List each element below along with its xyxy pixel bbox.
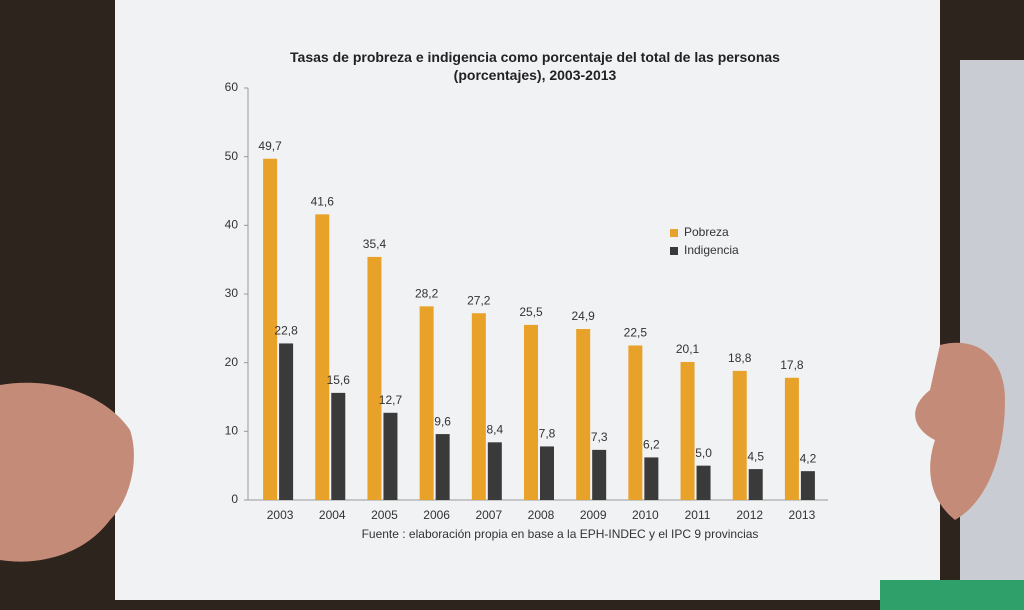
bar [435, 434, 450, 500]
y-tick-label: 10 [225, 424, 239, 438]
value-label: 7,3 [591, 430, 608, 444]
value-label: 49,7 [258, 139, 282, 153]
value-label: 41,6 [311, 195, 335, 209]
x-tick-label: 2012 [736, 508, 763, 522]
value-label: 5,0 [695, 446, 712, 460]
bar [263, 158, 278, 500]
bar [524, 324, 538, 500]
y-tick-label: 50 [225, 149, 239, 163]
bar [644, 457, 659, 500]
value-label: 15,6 [327, 373, 351, 387]
value-label: 35,4 [363, 237, 387, 251]
y-tick-label: 20 [225, 355, 239, 369]
bar [419, 306, 434, 500]
bar [279, 343, 294, 500]
value-label: 25,5 [519, 305, 543, 319]
value-label: 9,6 [434, 414, 451, 428]
y-tick-label: 30 [225, 286, 239, 300]
value-label: 22,5 [624, 326, 648, 340]
value-label: 18,8 [728, 351, 752, 365]
value-label: 28,2 [415, 287, 439, 301]
bar [540, 446, 554, 500]
bar [592, 449, 607, 500]
bar [800, 471, 815, 500]
bar [680, 361, 695, 500]
x-tick-label: 2004 [319, 508, 346, 522]
source-note: Fuente : elaboración propia en base a la… [361, 527, 759, 541]
value-label: 22,8 [274, 324, 298, 338]
legend-label: Indigencia [684, 243, 739, 257]
bar [471, 313, 486, 500]
bar [732, 370, 747, 500]
bar [784, 377, 799, 500]
x-tick-label: 2009 [580, 508, 607, 522]
legend-swatch [670, 229, 678, 237]
bar [628, 345, 643, 500]
legend-swatch [670, 247, 678, 255]
bar [383, 412, 398, 500]
bar [367, 256, 382, 500]
value-label: 20,1 [676, 342, 700, 356]
x-tick-label: 2011 [685, 508, 711, 522]
value-label: 17,8 [780, 358, 804, 372]
y-tick-label: 60 [225, 80, 239, 94]
x-tick-label: 2013 [789, 508, 816, 522]
bar [696, 465, 711, 500]
x-tick-label: 2005 [371, 508, 398, 522]
bar [576, 329, 591, 500]
value-label: 27,2 [467, 293, 491, 307]
right-hand [915, 342, 1005, 520]
bar [331, 392, 346, 500]
value-label: 8,4 [486, 422, 503, 436]
chart-title: Tasas de probreza e indigencia como porc… [290, 49, 780, 83]
bar [748, 469, 763, 500]
x-tick-label: 2010 [632, 508, 659, 522]
y-tick-label: 0 [231, 492, 238, 506]
legend-label: Pobreza [684, 225, 729, 239]
x-tick-label: 2007 [475, 508, 502, 522]
bar [487, 442, 502, 500]
value-label: 6,2 [643, 438, 660, 452]
x-tick-label: 2006 [423, 508, 450, 522]
x-tick-label: 2003 [267, 508, 294, 522]
left-hand [0, 382, 134, 562]
value-label: 7,8 [539, 427, 556, 441]
green-object [880, 580, 1024, 610]
x-tick-label: 2008 [528, 508, 555, 522]
y-tick-label: 40 [225, 218, 239, 232]
value-label: 24,9 [572, 309, 596, 323]
value-label: 12,7 [379, 393, 403, 407]
value-label: 4,5 [747, 449, 764, 463]
value-label: 4,2 [800, 451, 817, 465]
bar [315, 214, 330, 500]
